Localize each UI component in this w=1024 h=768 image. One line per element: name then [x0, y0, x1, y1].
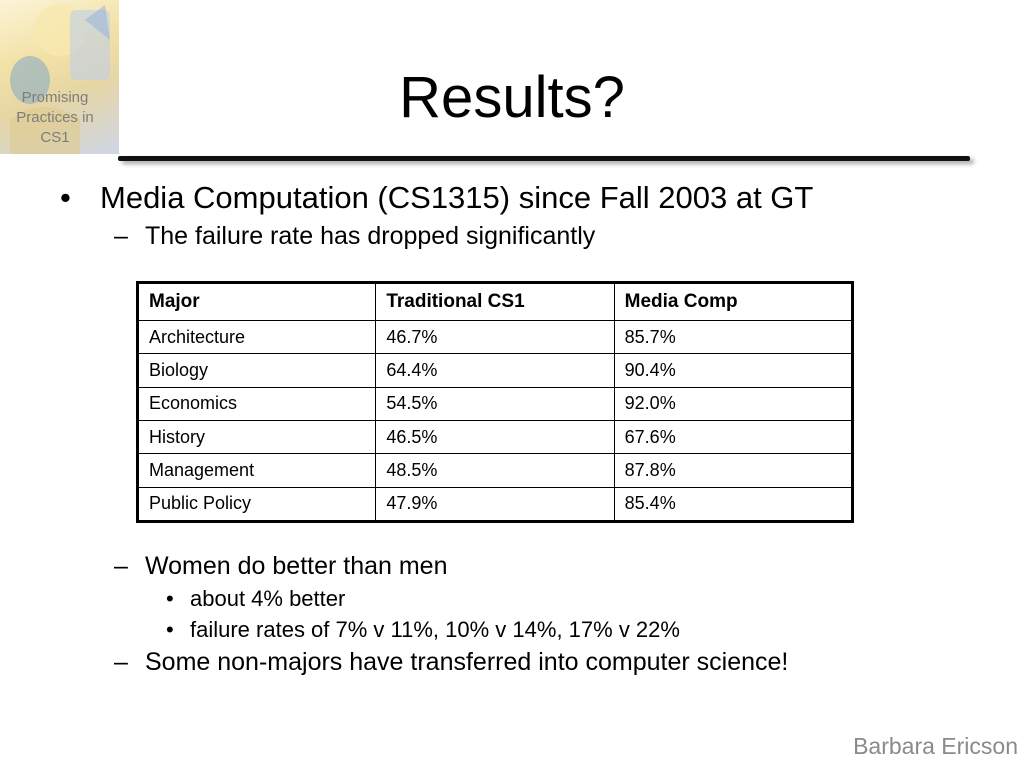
- cell-media-comp: 85.4%: [613, 486, 854, 523]
- logo-line: CS1: [40, 129, 70, 146]
- dash-marker: –: [114, 648, 128, 676]
- third-level-bullet: • about 4% better: [166, 586, 345, 612]
- cell-major: Biology: [136, 353, 377, 388]
- results-table: Major Traditional CS1 Media Comp Archite…: [136, 281, 854, 523]
- cell-traditional: 46.5%: [375, 419, 615, 455]
- cell-traditional: 48.5%: [375, 453, 615, 488]
- bullet-marker: •: [60, 180, 71, 215]
- bullet-marker: •: [166, 617, 174, 642]
- third-level-text: about 4% better: [190, 586, 346, 611]
- header-media-comp: Media Comp: [613, 282, 854, 321]
- cell-media-comp: 87.8%: [613, 453, 854, 488]
- sub-bullet: – Some non-majors have transferred into c…: [114, 647, 788, 677]
- header-traditional: Traditional CS1: [375, 282, 615, 321]
- dash-marker: –: [114, 222, 128, 250]
- dash-marker: –: [114, 552, 128, 580]
- cell-media-comp: 67.6%: [613, 419, 854, 455]
- third-level-text: failure rates of 7% v 11%, 10% v 14%, 17…: [190, 617, 680, 642]
- logo-illustration: [10, 4, 110, 154]
- main-bullet: • Media Computation (CS1315) since Fall 2…: [60, 180, 813, 216]
- cell-traditional: 47.9%: [375, 486, 615, 523]
- logo-line: Practices in: [16, 109, 94, 126]
- cell-major: Management: [136, 453, 377, 488]
- bullet-marker: •: [166, 586, 174, 611]
- cell-media-comp: 92.0%: [613, 386, 854, 421]
- cell-traditional: 64.4%: [375, 353, 615, 388]
- cell-major: History: [136, 419, 377, 455]
- logo-text: Promising Practices in CS1: [0, 88, 110, 148]
- header-major: Major: [136, 282, 377, 321]
- sub-bullet-text: Some non-majors have transferred into co…: [145, 648, 789, 676]
- third-level-bullet: • failure rates of 7% v 11%, 10% v 14%, 1…: [166, 617, 680, 643]
- cell-traditional: 46.7%: [375, 319, 615, 355]
- sub-bullet: – The failure rate has dropped significan…: [114, 221, 595, 251]
- table-header-row: Major Traditional CS1 Media Comp: [136, 282, 854, 321]
- sub-bullet-text: Women do better than men: [145, 552, 448, 580]
- table-row: Architecture 46.7% 85.7%: [136, 319, 854, 355]
- table-row: Economics 54.5% 92.0%: [136, 386, 854, 421]
- logo: Promising Practices in CS1: [0, 0, 119, 154]
- sub-bullet: – Women do better than men: [114, 551, 448, 581]
- title-divider: [118, 156, 970, 161]
- slide-title: Results?: [399, 65, 625, 130]
- table-row: Public Policy 47.9% 85.4%: [136, 486, 854, 523]
- table-row: Biology 64.4% 90.4%: [136, 353, 854, 388]
- main-bullet-text: Media Computation (CS1315) since Fall 20…: [100, 180, 814, 215]
- cell-major: Architecture: [136, 319, 377, 355]
- table-row: History 46.5% 67.6%: [136, 419, 854, 455]
- cell-major: Economics: [136, 386, 377, 421]
- cell-media-comp: 90.4%: [613, 353, 854, 388]
- logo-line: Promising: [21, 89, 89, 106]
- cell-major: Public Policy: [136, 486, 377, 523]
- cell-traditional: 54.5%: [375, 386, 615, 421]
- cell-media-comp: 85.7%: [613, 319, 854, 355]
- author-name: Barbara Ericson: [853, 733, 1018, 759]
- sub-bullet-text: The failure rate has dropped significant…: [145, 222, 596, 250]
- table-row: Management 48.5% 87.8%: [136, 453, 854, 488]
